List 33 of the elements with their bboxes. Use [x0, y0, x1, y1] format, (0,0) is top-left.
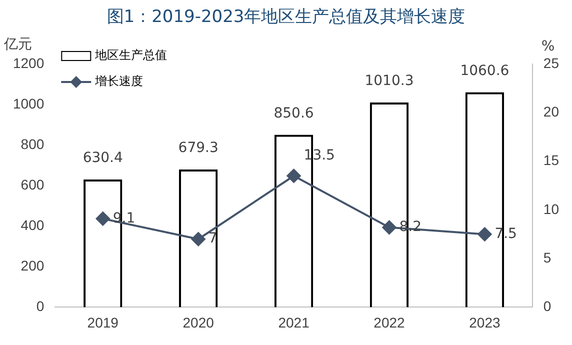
point — [286, 168, 301, 183]
y2-tick-label: 15 — [543, 152, 560, 168]
data-label: 850.6 — [274, 105, 314, 122]
y-tick-label: 0 — [36, 298, 44, 314]
y-axis-title: 亿元 — [3, 36, 32, 53]
y2-tick-label: 0 — [543, 298, 552, 314]
data-label: 1010.3 — [364, 73, 414, 90]
y-tick-label: 800 — [20, 136, 44, 152]
y-tick-label: 200 — [20, 258, 44, 274]
x-tick-label: 2023 — [469, 314, 500, 330]
y-tick-label: 400 — [20, 216, 44, 233]
y2-tick-label: 25 — [543, 54, 560, 71]
point — [382, 220, 396, 234]
x-tick-label: 2022 — [374, 314, 406, 330]
point — [478, 227, 492, 242]
data-label: 679.3 — [178, 140, 218, 156]
y2-tick-label: 5 — [543, 249, 552, 266]
chart-title: 图1：2019-2023年地区生产总值及其增长速度 — [106, 6, 466, 29]
data-label: 1060.6 — [460, 62, 510, 79]
x-tick-label: 2020 — [182, 314, 214, 330]
y2-axis-title: % — [541, 38, 555, 55]
legend-label: 增长速度 — [94, 74, 144, 88]
x-tick-label: 2019 — [87, 314, 119, 330]
data-label: 630.4 — [82, 150, 123, 166]
y-tick-label: 600 — [20, 176, 44, 192]
y-tick-label: 1200 — [12, 54, 44, 71]
legend-label: 地区生产总值 — [94, 48, 168, 62]
x-tick-label: 2021 — [278, 314, 310, 330]
y-tick-label: 1000 — [12, 95, 44, 112]
point — [96, 212, 110, 226]
y2-tick-label: 10 — [543, 200, 560, 217]
point — [191, 232, 206, 246]
y2-tick-label: 20 — [543, 104, 560, 120]
